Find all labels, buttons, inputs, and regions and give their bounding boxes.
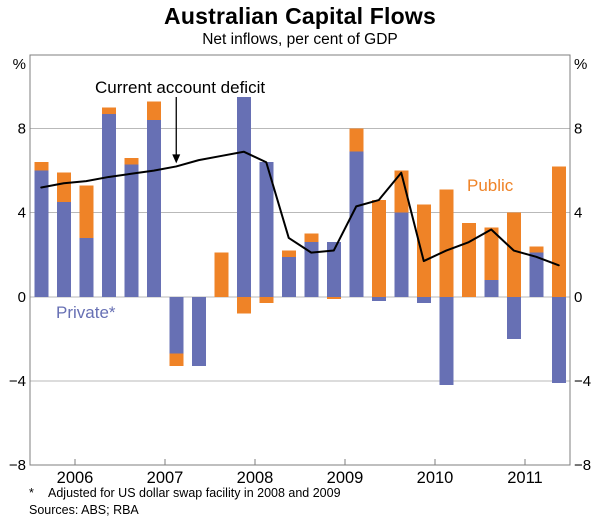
public-bar	[349, 128, 364, 152]
private-bar	[506, 296, 521, 339]
y-tick-label-left: −8	[9, 457, 26, 474]
year-label: 2009	[327, 469, 364, 487]
year-label: 2007	[147, 469, 184, 487]
current-account-deficit-label: Current account deficit	[95, 78, 266, 97]
public-bar	[461, 223, 476, 297]
year-label: 2010	[417, 469, 454, 487]
private-bar	[281, 256, 296, 297]
public-bar	[124, 158, 139, 165]
private-bar	[326, 242, 341, 297]
public-bar	[551, 166, 566, 297]
private-bar	[551, 296, 566, 383]
annotation-arrowhead-icon	[172, 154, 181, 164]
y-tick-label-right: −8	[574, 457, 591, 474]
y-tick-label-left: 0	[18, 289, 26, 306]
public-bar	[146, 101, 161, 121]
public-bar	[416, 204, 431, 297]
private-bar	[349, 151, 364, 297]
private-bar	[371, 296, 386, 301]
y-tick-label-right: −4	[574, 373, 591, 390]
footnote-marker: *	[29, 486, 34, 500]
y-tick-label-left: 8	[18, 121, 26, 138]
public-bar	[79, 185, 94, 238]
y-tick-label-left: 4	[18, 205, 26, 222]
private-bar	[101, 113, 116, 297]
private-bar	[394, 212, 409, 297]
public-bar	[304, 233, 319, 243]
private-bar	[259, 162, 274, 297]
private-bar	[439, 296, 454, 386]
y-tick-label-right: 8	[574, 121, 582, 138]
private-series-label: Private*	[56, 303, 116, 322]
private-bar	[236, 97, 251, 297]
public-bar	[34, 162, 49, 171]
percent-symbol-right: %	[574, 56, 587, 73]
private-bar	[56, 202, 71, 297]
sources-line: Sources: ABS; RBA	[29, 503, 139, 517]
public-series-label: Public	[467, 176, 514, 195]
chart-title: Australian Capital Flows	[164, 3, 436, 29]
year-label: 2008	[237, 469, 274, 487]
public-bar	[484, 227, 499, 280]
public-bar	[529, 246, 544, 253]
private-bar	[304, 242, 319, 297]
public-bar	[214, 252, 229, 297]
private-bar	[529, 252, 544, 297]
plot-border	[29, 54, 571, 466]
footnote: * Adjusted for US dollar swap facility i…	[29, 486, 589, 500]
private-bar	[146, 120, 161, 297]
public-bar	[439, 189, 454, 297]
public-bar	[236, 296, 251, 314]
percent-symbol-left: %	[13, 56, 26, 73]
private-bar	[191, 296, 206, 367]
private-bar	[416, 296, 431, 304]
public-bar	[326, 296, 341, 299]
private-bar	[124, 164, 139, 297]
private-bar	[169, 296, 184, 354]
chart-subtitle: Net inflows, per cent of GDP	[202, 31, 398, 48]
current-account-deficit-line	[40, 150, 560, 267]
public-bar	[281, 250, 296, 257]
y-tick-label-right: 0	[574, 289, 582, 306]
year-label: 2006	[57, 469, 94, 487]
public-bar	[169, 353, 184, 367]
private-bar	[79, 237, 94, 297]
public-bar	[394, 170, 409, 213]
y-tick-label-right: 4	[574, 205, 582, 222]
public-bar	[371, 200, 386, 297]
y-tick-label-left: −4	[9, 373, 26, 390]
private-bar	[34, 170, 49, 297]
footnote-text: Adjusted for US dollar swap facility in …	[48, 486, 341, 500]
public-bar	[101, 107, 116, 114]
public-bar	[506, 212, 521, 297]
year-label: 2011	[507, 469, 542, 487]
public-bar	[56, 172, 71, 203]
public-bar	[259, 296, 274, 304]
private-bar	[484, 279, 499, 297]
